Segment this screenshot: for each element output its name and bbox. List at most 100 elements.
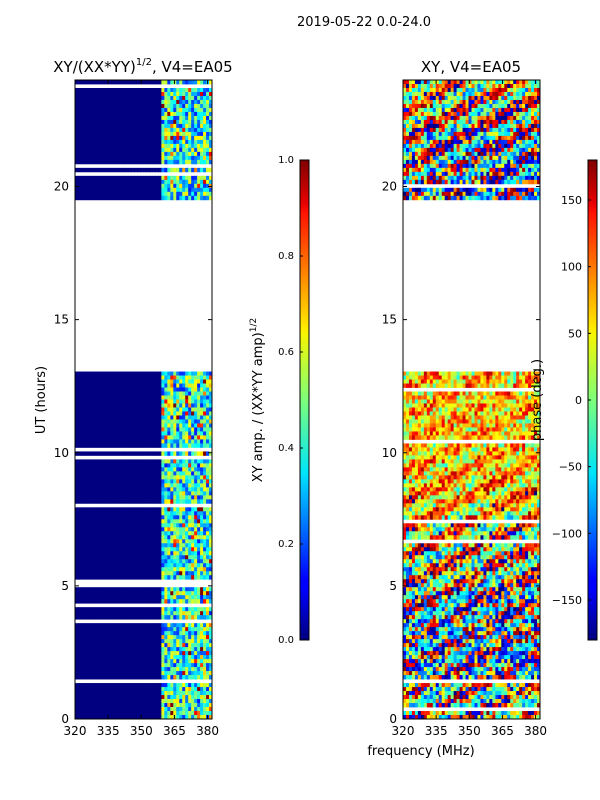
left-heatmap-cell: [155, 523, 159, 528]
left-heatmap-cell: [116, 699, 121, 704]
left-heatmap-cell: [80, 187, 85, 193]
left-heatmap-cell: [95, 591, 100, 596]
left-ylabel: UT (hours): [34, 366, 49, 434]
left-heatmap-cell: [98, 563, 103, 568]
left-heatmap-cell: [206, 87, 210, 93]
left-heatmap-cell: [98, 651, 103, 656]
left-heatmap-cell: [203, 519, 207, 524]
left-heatmap-cell: [101, 467, 106, 472]
left-heatmap-cell: [185, 471, 189, 476]
left-heatmap-cell: [179, 439, 183, 444]
left-heatmap-cell: [107, 571, 112, 576]
right-heatmap-cell: [516, 80, 520, 85]
left-heatmap-cell: [116, 383, 121, 388]
left-heatmap-cell: [83, 451, 88, 456]
left-heatmap-cell: [143, 647, 147, 652]
left-heatmap-cell: [167, 387, 171, 392]
left-heatmap-cell: [134, 127, 138, 133]
left-heatmap-cell: [92, 615, 97, 620]
left-heatmap-cell: [107, 379, 112, 384]
left-heatmap-cell: [140, 599, 144, 604]
left-heatmap-cell: [89, 683, 94, 688]
left-heatmap-cell: [83, 551, 88, 556]
left-heatmap-cell: [140, 495, 144, 500]
left-heatmap-cell: [110, 675, 115, 680]
left-heatmap-cell: [98, 643, 103, 648]
left-heatmap-cell: [182, 515, 186, 520]
left-heatmap-cell: [98, 711, 103, 716]
left-heatmap-cell: [161, 639, 165, 644]
left-heatmap-cell: [125, 111, 130, 117]
left-heatmap-cell: [92, 391, 97, 396]
left-heatmap-cell: [122, 691, 127, 696]
left-heatmap-cell: [92, 131, 97, 137]
left-heatmap-cell: [140, 691, 144, 696]
left-heatmap-cell: [125, 443, 130, 448]
left-heatmap-cell: [107, 491, 112, 496]
left-heatmap-cell: [137, 95, 141, 101]
left-heatmap-cell: [185, 695, 189, 700]
left-heatmap-cell: [143, 155, 147, 161]
left-heatmap-cell: [128, 479, 132, 484]
left-heatmap-cell: [200, 663, 204, 668]
left-heatmap-cell: [164, 639, 168, 644]
left-heatmap-cell: [173, 495, 177, 500]
left-heatmap-cell: [176, 643, 180, 648]
left-heatmap-cell: [119, 379, 124, 384]
left-heatmap-cell: [77, 175, 82, 181]
left-heatmap-cell: [107, 607, 112, 612]
left-heatmap-cell: [173, 499, 177, 504]
left-heatmap-cell: [75, 91, 79, 97]
left-heatmap-cell: [188, 655, 192, 660]
left-heatmap-cell: [89, 131, 94, 137]
left-heatmap-cell: [155, 643, 159, 648]
right-heatmap-cell: [432, 80, 437, 85]
left-heatmap-cell: [149, 639, 153, 644]
left-heatmap-cell: [170, 651, 174, 656]
left-heatmap-cell: [86, 183, 91, 189]
left-heatmap-cell: [209, 687, 212, 692]
left-heatmap-cell: [113, 111, 118, 117]
left-heatmap-cell: [110, 551, 115, 556]
left-heatmap-cell: [128, 487, 132, 492]
left-heatmap-cell: [194, 183, 198, 189]
left-heatmap-cell: [125, 479, 130, 484]
left-heatmap-cell: [149, 591, 153, 596]
left-heatmap-cell: [143, 699, 147, 704]
left-heatmap-cell: [167, 527, 171, 532]
left-heatmap-cell: [134, 379, 138, 384]
left-heatmap-cell: [131, 635, 135, 640]
left-heatmap-cell: [113, 459, 118, 464]
left-heatmap-cell: [179, 479, 183, 484]
left-heatmap-cell: [149, 435, 153, 440]
left-heatmap-cell: [149, 567, 153, 572]
left-heatmap-cell: [179, 587, 183, 592]
left-heatmap-cell: [182, 191, 186, 197]
left-heatmap-cell: [80, 107, 85, 113]
left-heatmap-cell: [110, 103, 115, 109]
left-heatmap-cell: [155, 567, 159, 572]
left-heatmap-cell: [101, 535, 106, 540]
left-heatmap-cell: [104, 119, 109, 125]
left-heatmap-cell: [170, 587, 174, 592]
left-heatmap-cell: [149, 555, 153, 560]
left-heatmap-cell: [197, 519, 201, 524]
left-heatmap-cell: [101, 91, 106, 97]
left-heatmap-cell: [173, 111, 177, 117]
left-heatmap-cell: [185, 635, 189, 640]
left-heatmap-cell: [104, 195, 109, 201]
left-heatmap-cell: [125, 591, 130, 596]
left-heatmap-cell: [209, 539, 212, 544]
left-heatmap-cell: [86, 131, 91, 137]
left-heatmap-cell: [110, 667, 115, 672]
left-heatmap-cell: [170, 551, 174, 556]
left-heatmap-cell: [170, 135, 174, 141]
left-heatmap-cell: [182, 183, 186, 189]
left-heatmap-cell: [164, 471, 168, 476]
left-heatmap-cell: [119, 535, 124, 540]
left-heatmap-cell: [167, 135, 171, 141]
left-heatmap-cell: [197, 91, 201, 97]
left-heatmap-cell: [116, 675, 121, 680]
left-heatmap-cell: [86, 671, 91, 676]
left-heatmap-cell: [75, 443, 79, 448]
